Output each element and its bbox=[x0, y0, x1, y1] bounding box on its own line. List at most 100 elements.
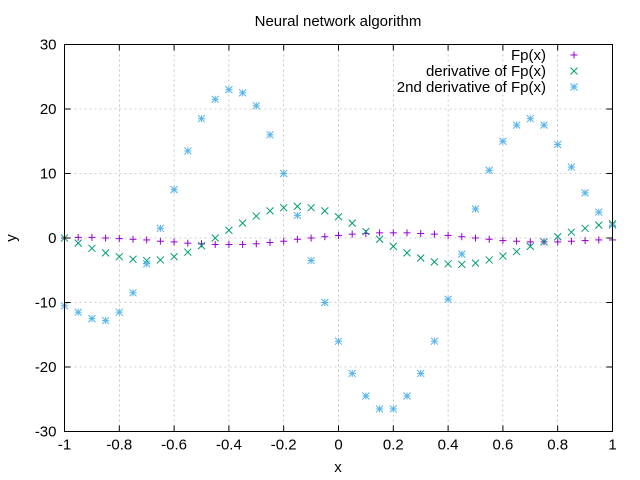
data-point bbox=[567, 163, 576, 171]
data-point bbox=[266, 207, 274, 215]
data-point bbox=[252, 212, 261, 220]
data-point bbox=[115, 235, 123, 243]
data-point bbox=[594, 221, 603, 229]
data-point bbox=[389, 242, 398, 251]
data-point bbox=[348, 230, 356, 238]
y-tick-label: 20 bbox=[40, 101, 57, 118]
data-point bbox=[553, 232, 562, 241]
data-point bbox=[526, 238, 534, 246]
data-point bbox=[595, 236, 603, 244]
data-point bbox=[471, 259, 480, 268]
data-point bbox=[553, 140, 562, 149]
data-point bbox=[471, 205, 480, 213]
data-point bbox=[581, 237, 589, 245]
data-point bbox=[197, 114, 206, 123]
data-point bbox=[320, 298, 329, 307]
data-point bbox=[334, 212, 343, 221]
series-3 bbox=[60, 85, 617, 413]
x-tick-label: -0.4 bbox=[216, 437, 242, 454]
legend-marker bbox=[570, 67, 578, 75]
data-point bbox=[389, 229, 397, 237]
x-tick-label: 0.4 bbox=[438, 437, 459, 454]
data-point bbox=[170, 252, 178, 261]
data-point bbox=[417, 229, 425, 237]
data-point bbox=[280, 237, 288, 245]
data-point bbox=[225, 226, 233, 235]
data-point bbox=[348, 219, 357, 228]
data-point bbox=[526, 114, 535, 123]
data-point bbox=[129, 235, 137, 243]
data-point bbox=[334, 337, 343, 346]
data-point bbox=[403, 248, 411, 257]
legend-marker bbox=[570, 83, 578, 91]
data-point bbox=[335, 231, 342, 239]
data-point bbox=[74, 233, 82, 241]
data-point bbox=[211, 240, 219, 248]
data-point bbox=[197, 241, 206, 250]
data-point bbox=[567, 228, 576, 237]
y-tick-label: 0 bbox=[48, 230, 56, 247]
data-point bbox=[225, 85, 233, 94]
data-point bbox=[430, 337, 439, 346]
data-point bbox=[485, 166, 494, 175]
x-tick-label: 0 bbox=[334, 437, 342, 454]
data-point bbox=[170, 185, 178, 194]
data-point bbox=[142, 259, 151, 268]
data-point bbox=[307, 256, 315, 265]
data-point bbox=[88, 244, 96, 253]
data-point bbox=[307, 234, 315, 242]
data-point bbox=[376, 229, 384, 237]
data-point bbox=[129, 255, 137, 264]
legend-label: 2nd derivative of Fp(x) bbox=[397, 79, 546, 96]
data-point bbox=[375, 235, 384, 244]
data-point bbox=[403, 392, 411, 400]
data-point bbox=[252, 240, 260, 248]
data-point bbox=[101, 316, 110, 325]
data-point bbox=[499, 137, 507, 146]
x-tick-label: -0.8 bbox=[106, 437, 132, 454]
data-point bbox=[320, 207, 329, 215]
x-tick-label: 0.2 bbox=[383, 437, 404, 454]
tick-labels: -1 -0.8 -0.6 -0.4 -0.2 0 0.2 0.4 0.6 0.8 1 -30 -20 -1… bbox=[35, 37, 617, 454]
y-tick-label: -30 bbox=[35, 424, 57, 441]
grid bbox=[64, 44, 613, 432]
data-point bbox=[403, 229, 411, 237]
data-point bbox=[129, 288, 137, 297]
data-point bbox=[156, 224, 165, 233]
plot-area bbox=[60, 85, 617, 413]
data-point bbox=[362, 392, 370, 400]
data-point bbox=[293, 202, 302, 211]
data-point bbox=[183, 248, 192, 257]
legend-marker bbox=[570, 51, 578, 59]
data-point bbox=[239, 240, 247, 248]
data-point bbox=[485, 256, 494, 264]
x-tick-label: 0.8 bbox=[547, 437, 568, 454]
x-tick-label: -0.6 bbox=[161, 437, 187, 454]
data-point bbox=[115, 252, 124, 261]
data-point bbox=[444, 295, 452, 304]
data-point bbox=[457, 260, 466, 269]
data-point bbox=[225, 240, 233, 248]
data-point bbox=[594, 208, 603, 217]
y-tick-label: -20 bbox=[35, 359, 57, 376]
data-point bbox=[252, 101, 261, 110]
data-point bbox=[211, 234, 220, 242]
data-point bbox=[170, 238, 178, 246]
x-tick-label: -1 bbox=[58, 437, 71, 454]
data-point bbox=[444, 259, 452, 268]
data-point bbox=[184, 239, 192, 247]
x-tick-label: -0.2 bbox=[271, 437, 297, 454]
data-point bbox=[513, 237, 521, 245]
data-point bbox=[307, 203, 315, 212]
data-point bbox=[115, 308, 124, 317]
data-point bbox=[211, 95, 220, 104]
data-point bbox=[348, 369, 357, 378]
data-point bbox=[581, 224, 589, 233]
data-point bbox=[362, 227, 370, 236]
data-point bbox=[101, 248, 110, 257]
data-point bbox=[238, 89, 247, 97]
y-axis-label: y bbox=[3, 234, 20, 242]
data-point bbox=[416, 254, 425, 262]
data-point bbox=[554, 238, 562, 246]
data-point bbox=[581, 188, 589, 197]
